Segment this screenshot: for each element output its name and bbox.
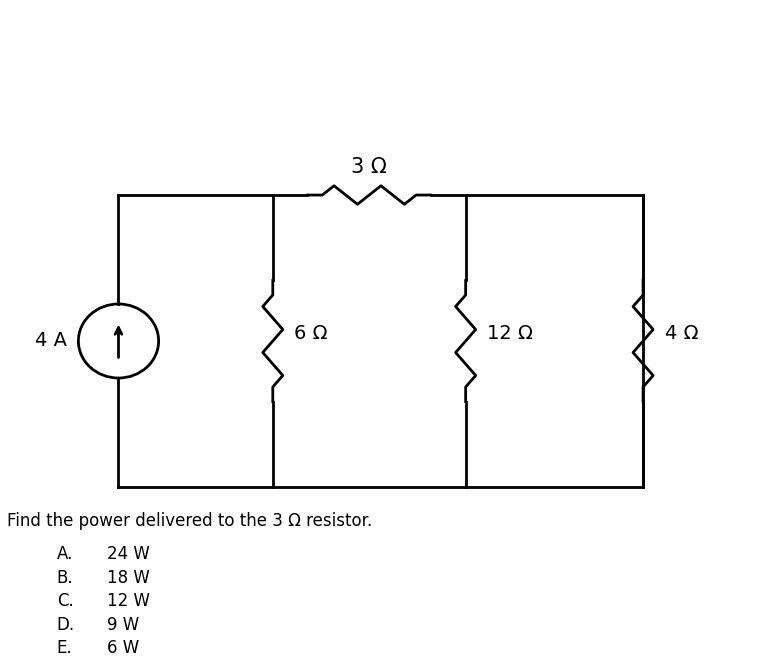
Text: C.: C. [57, 592, 74, 610]
Text: 9 W: 9 W [107, 616, 139, 634]
Text: 4 A: 4 A [35, 332, 67, 350]
Text: 6 W: 6 W [107, 639, 139, 657]
Text: A.: A. [57, 545, 73, 563]
Text: 24 W: 24 W [107, 545, 150, 563]
Text: 12 W: 12 W [107, 592, 150, 610]
Text: 18 W: 18 W [107, 569, 150, 587]
Text: Find the power delivered to the 3 Ω resistor.: Find the power delivered to the 3 Ω resi… [7, 512, 372, 530]
Text: 12 Ω: 12 Ω [487, 325, 533, 343]
Text: 4 Ω: 4 Ω [664, 325, 699, 343]
Text: 3 Ω: 3 Ω [351, 157, 387, 177]
Text: B.: B. [57, 569, 73, 587]
Text: D.: D. [57, 616, 75, 634]
Text: E.: E. [57, 639, 72, 657]
Text: 6 Ω: 6 Ω [294, 325, 328, 343]
